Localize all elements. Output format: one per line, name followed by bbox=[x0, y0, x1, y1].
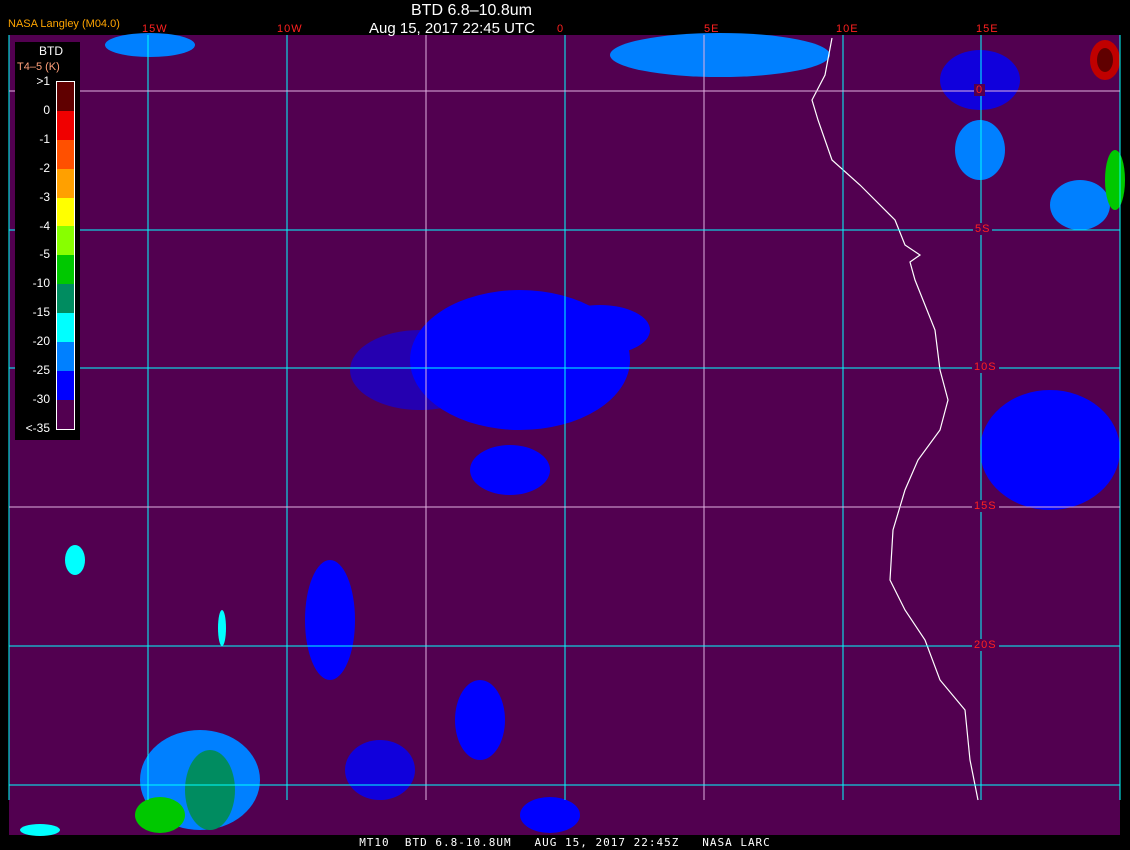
cloud-patch bbox=[185, 750, 235, 830]
legend-unit: T4–5 (K) bbox=[17, 61, 60, 73]
legend-tick: -2 bbox=[39, 160, 50, 175]
lat-label: 20S bbox=[972, 639, 999, 651]
legend-tick: -4 bbox=[39, 218, 50, 233]
cloud-patch bbox=[65, 545, 85, 575]
map-title: BTD 6.8–10.8um bbox=[411, 2, 532, 19]
legend-swatch bbox=[57, 168, 74, 198]
legend-swatch bbox=[57, 399, 74, 429]
lon-label: 0 bbox=[557, 23, 565, 35]
map-datetime: Aug 15, 2017 22:45 UTC bbox=[369, 20, 535, 37]
legend-swatch bbox=[57, 370, 74, 400]
cloud-patch bbox=[350, 330, 490, 410]
lat-label: 15S bbox=[972, 500, 999, 512]
organization-label: NASA Langley (M04.0) bbox=[8, 18, 120, 30]
cloud-patch bbox=[550, 305, 650, 355]
cloud-patch bbox=[1050, 180, 1110, 230]
legend-tick: -5 bbox=[39, 247, 50, 262]
footer-caption: MT10 BTD 6.8-10.8UM AUG 15, 2017 22:45Z … bbox=[359, 836, 771, 849]
legend-swatch bbox=[57, 82, 74, 111]
cloud-patch bbox=[940, 50, 1020, 110]
convective-cell bbox=[1105, 150, 1125, 210]
legend-tick: 0 bbox=[43, 102, 50, 117]
cloud-patch bbox=[218, 610, 226, 646]
legend-swatch bbox=[57, 342, 74, 371]
color-legend: BTD T4–5 (K) >1 0 -1 -2 -3 -4 -5 -10 -15 -20 -25 -3… bbox=[15, 42, 80, 440]
legend-swatch bbox=[57, 110, 74, 140]
convective-cell bbox=[1097, 48, 1113, 72]
coastline bbox=[811, 37, 979, 801]
lon-label: 15W bbox=[142, 23, 168, 35]
cloud-patch bbox=[20, 824, 60, 836]
cloud-features bbox=[20, 33, 1125, 836]
legend-colorbar bbox=[56, 81, 75, 430]
legend-tick: -15 bbox=[32, 305, 50, 320]
cloud-patch bbox=[610, 33, 830, 77]
legend-swatch bbox=[57, 139, 74, 169]
legend-tick: -10 bbox=[32, 276, 50, 291]
lon-label: 15E bbox=[976, 23, 999, 35]
legend-swatch bbox=[57, 255, 74, 285]
legend-tick: -25 bbox=[32, 363, 50, 377]
cloud-patch bbox=[520, 797, 580, 833]
lon-label: 5E bbox=[704, 23, 720, 35]
cloud-patch bbox=[955, 120, 1005, 180]
cloud-patch bbox=[470, 445, 550, 495]
legend-swatch bbox=[57, 313, 74, 343]
cloud-patch bbox=[305, 560, 355, 680]
legend-tick: >1 bbox=[36, 74, 50, 88]
lon-label: 10E bbox=[836, 23, 859, 35]
lat-lon-grid bbox=[8, 35, 1121, 800]
cloud-patch bbox=[455, 680, 505, 760]
legend-swatch bbox=[57, 284, 74, 314]
lat-label: 0 bbox=[974, 84, 986, 96]
legend-tick: -20 bbox=[32, 334, 50, 349]
lat-label: 10S bbox=[972, 361, 999, 373]
lat-label: 5S bbox=[973, 223, 993, 235]
cloud-patch bbox=[105, 33, 195, 57]
legend-swatch bbox=[57, 226, 74, 256]
legend-tick: -3 bbox=[39, 189, 50, 204]
legend-tick: -30 bbox=[32, 391, 50, 406]
cloud-patch bbox=[135, 797, 185, 833]
legend-swatch bbox=[57, 197, 74, 227]
legend-tick: <-35 bbox=[25, 420, 50, 435]
cloud-patch bbox=[980, 390, 1120, 510]
lon-label: 10W bbox=[277, 23, 303, 35]
cloud-patch bbox=[345, 740, 415, 800]
legend-title: BTD bbox=[39, 44, 63, 58]
legend-tick: -1 bbox=[39, 131, 50, 146]
